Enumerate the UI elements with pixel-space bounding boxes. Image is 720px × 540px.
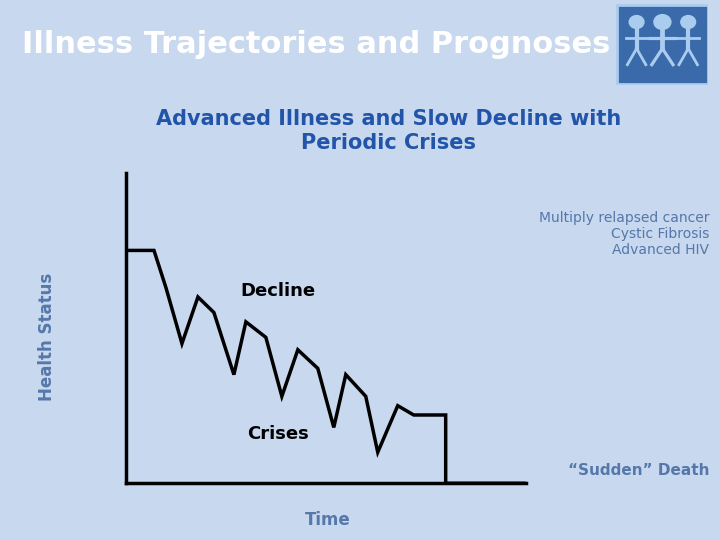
Text: Illness Trajectories and Prognoses: Illness Trajectories and Prognoses: [22, 30, 610, 59]
Text: Crises: Crises: [247, 424, 309, 443]
Text: Health Status: Health Status: [37, 273, 56, 401]
FancyBboxPatch shape: [617, 5, 708, 84]
Text: Advanced Illness and Slow Decline with
Periodic Crises: Advanced Illness and Slow Decline with P…: [156, 110, 621, 153]
Text: Multiply relapsed cancer
Cystic Fibrosis
Advanced HIV: Multiply relapsed cancer Cystic Fibrosis…: [539, 211, 709, 257]
Circle shape: [681, 16, 696, 29]
Circle shape: [654, 15, 671, 29]
Text: Decline: Decline: [240, 282, 315, 300]
Text: Time: Time: [305, 511, 351, 529]
Circle shape: [629, 16, 644, 29]
Text: “Sudden” Death: “Sudden” Death: [567, 463, 709, 477]
